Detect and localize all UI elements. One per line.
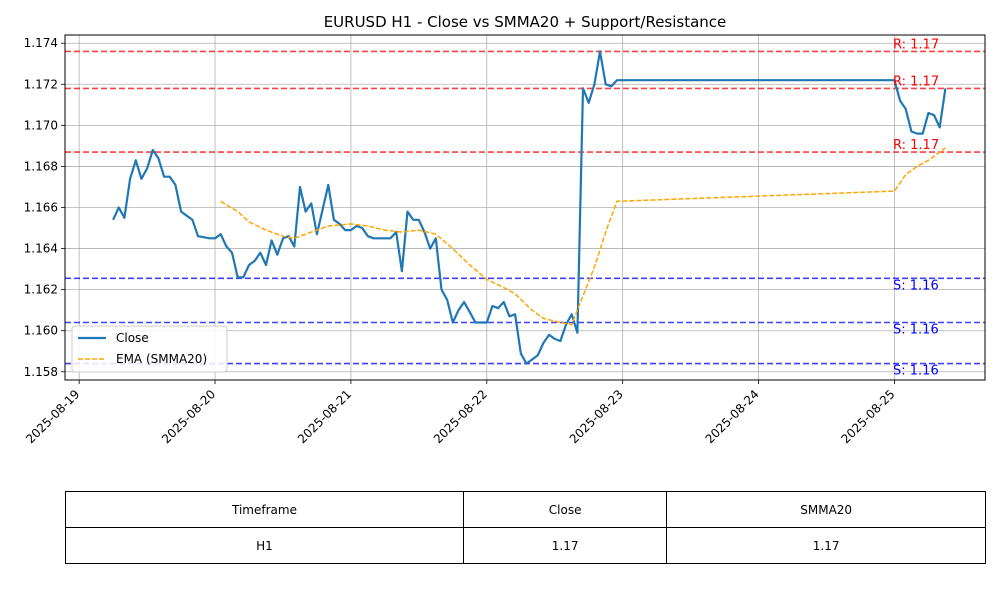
legend-label: Close [116, 331, 149, 345]
support-level-label: S: 1.16 [893, 364, 939, 379]
support-level-label: S: 1.16 [893, 278, 939, 293]
chart-background [0, 0, 1000, 480]
summary-table: Timeframe Close SMMA20 H1 1.17 1.17 [65, 491, 986, 564]
resistance-level-label: R: 1.17 [893, 138, 939, 153]
series-lines [112, 50, 947, 365]
legend-box [71, 325, 228, 373]
y-tick-label: 1.158 [24, 365, 58, 379]
y-tick-label: 1.166 [24, 201, 58, 215]
resistance-level-label: R: 1.17 [893, 37, 939, 52]
close-series-line [112, 50, 947, 365]
table-cell: 1.17 [462, 527, 668, 564]
table-cell: H1 [65, 527, 464, 564]
y-tick-label: 1.172 [24, 77, 58, 91]
chart-title: EURUSD H1 - Close vs SMMA20 + Support/Re… [324, 13, 727, 31]
grid-lines [65, 35, 985, 380]
y-tick-label: 1.160 [24, 324, 58, 338]
y-tick-label: 1.174 [24, 36, 58, 50]
table-header-row: Timeframe Close SMMA20 [65, 491, 986, 528]
table-header-cell: SMMA20 [666, 491, 986, 528]
table-header-cell: Timeframe [65, 491, 464, 528]
y-tick-label: 1.164 [24, 242, 58, 256]
resistance-level-label: R: 1.17 [893, 74, 939, 89]
y-tick-label: 1.170 [24, 118, 58, 132]
legend-label: EMA (SMMA20) [116, 352, 207, 366]
support-level-label: S: 1.16 [893, 323, 939, 338]
y-tick-label: 1.168 [24, 159, 58, 173]
table-cell: 1.17 [666, 527, 986, 564]
table-row: H1 1.17 1.17 [65, 527, 986, 564]
smma20-series-line [220, 147, 946, 326]
y-tick-label: 1.162 [24, 283, 58, 297]
table-header-cell: Close [462, 491, 668, 528]
level-labels: R: 1.17 R: 1.17 R: 1.17 S: 1.16 S: 1.16 S: 1.… [893, 37, 939, 378]
legend: Close EMA (SMMA20) [71, 325, 228, 373]
chart: EURUSD H1 - Close vs SMMA20 + Support/Re… [0, 0, 1000, 480]
